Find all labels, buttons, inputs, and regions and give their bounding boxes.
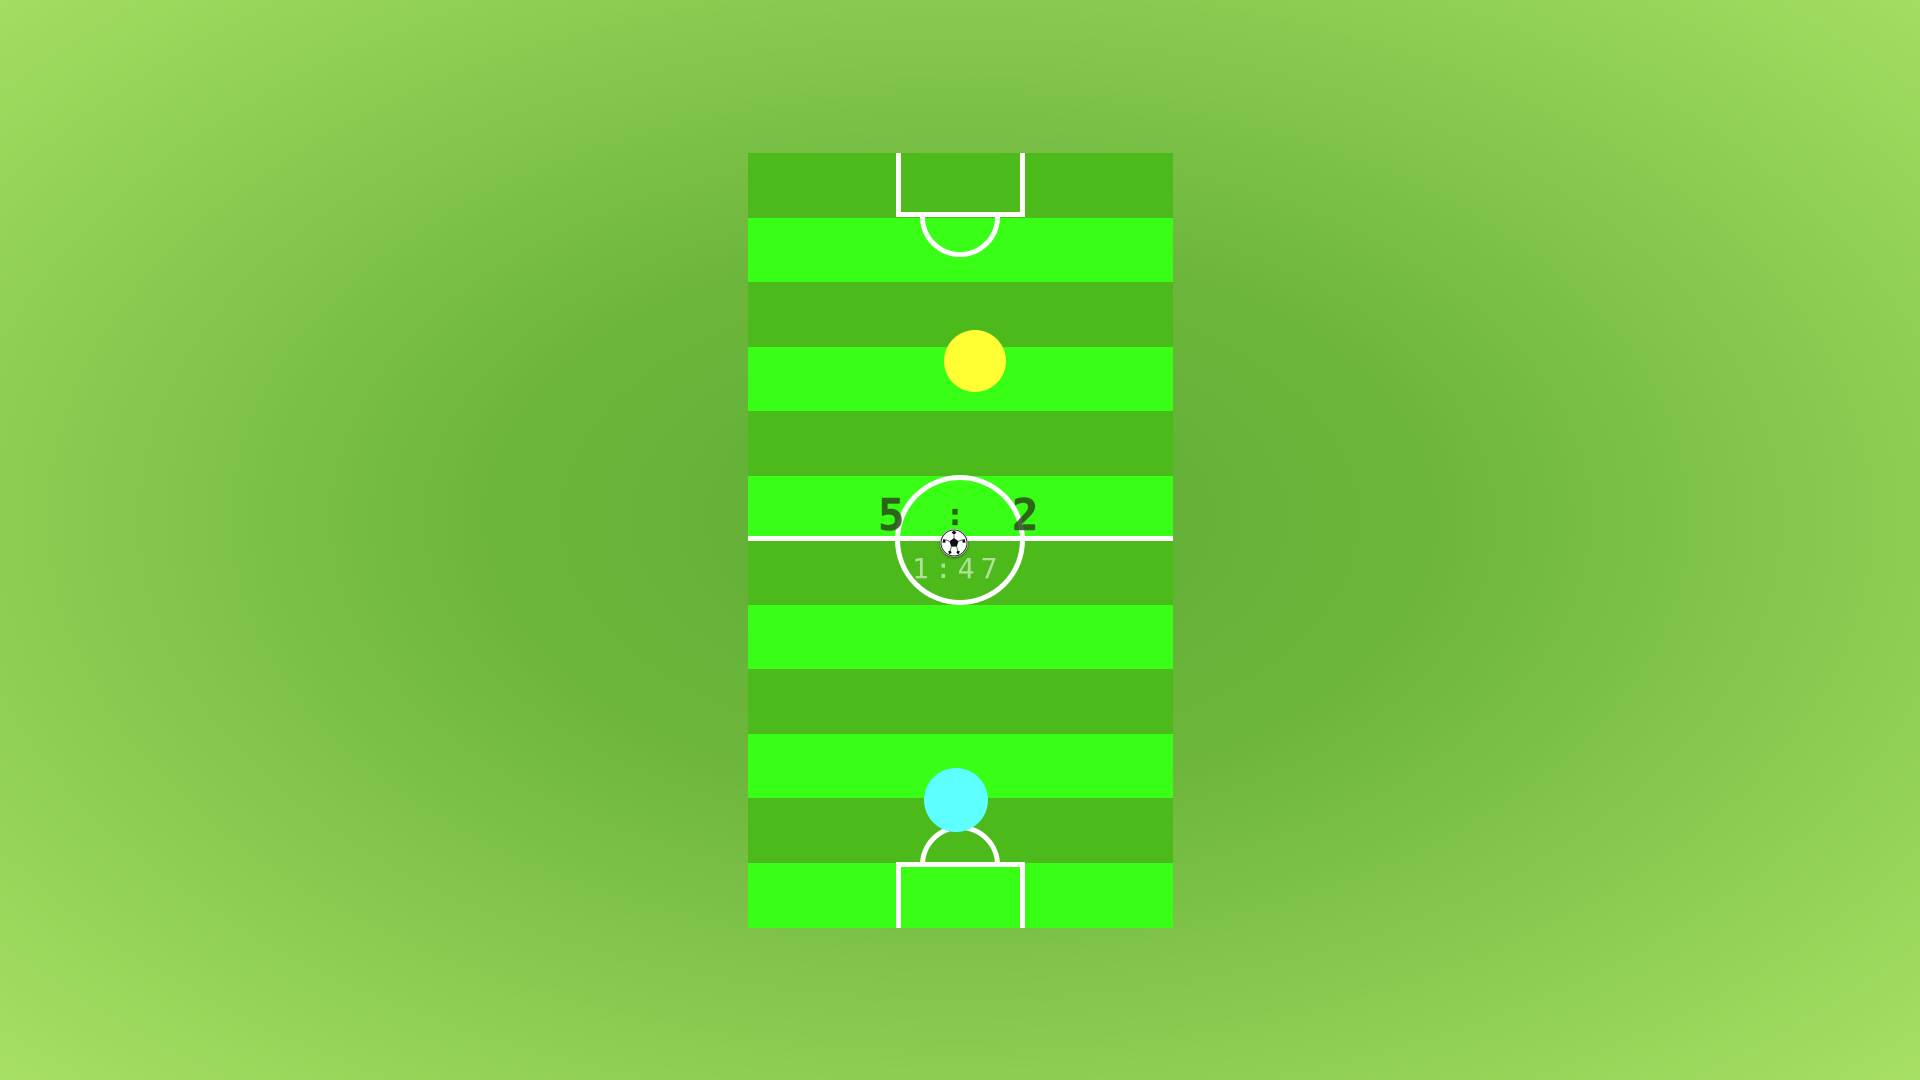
soccer-pitch: 5 : 2 1:47	[748, 153, 1173, 928]
match-timer: 1:47	[912, 552, 1004, 585]
soccer-ball-icon	[940, 529, 968, 557]
center-circle	[895, 475, 1025, 605]
pitch-stripe	[748, 605, 1173, 670]
home-score: 5	[878, 490, 907, 541]
soccer-ball-graphic	[940, 529, 968, 557]
bottom-goal-box	[896, 862, 1025, 928]
top-goal-box	[896, 153, 1025, 217]
bottom-player-token[interactable]	[924, 768, 988, 832]
pitch-stripe	[748, 669, 1173, 734]
pitch-stripe	[748, 411, 1173, 476]
top-player-token[interactable]	[944, 330, 1006, 392]
score-separator: :	[946, 498, 967, 533]
away-score: 2	[1012, 490, 1041, 541]
